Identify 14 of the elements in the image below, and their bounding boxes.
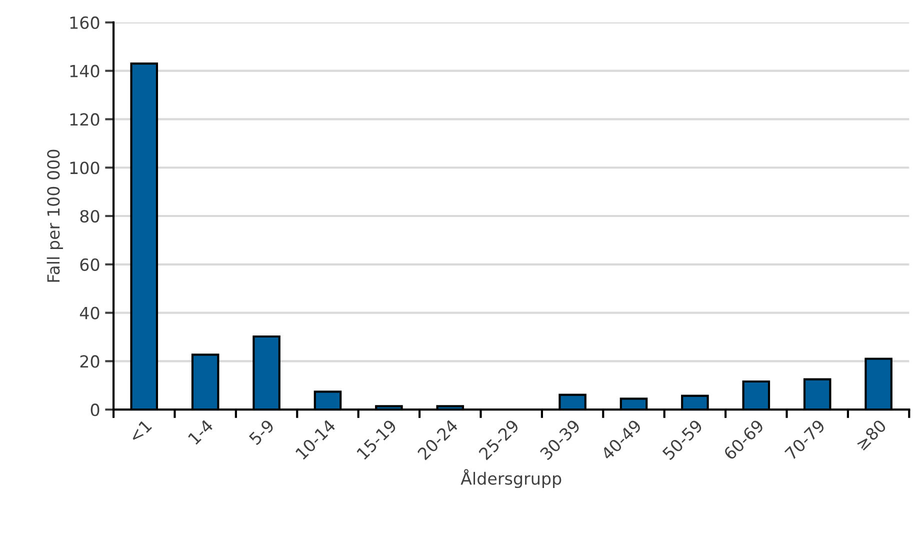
x-tick-label: <1 xyxy=(128,419,152,443)
y-tick-label: 60 xyxy=(80,258,100,271)
y-tick-label: 120 xyxy=(70,113,100,126)
y-tick-label: 40 xyxy=(80,306,100,320)
y-tick-label: 160 xyxy=(70,16,100,29)
x-tick-label: 1-4 xyxy=(188,418,214,445)
x-tick-label: 5-9 xyxy=(248,418,275,446)
y-tick-label: 140 xyxy=(70,64,100,78)
y-tick-label: 80 xyxy=(80,210,100,223)
y-tick-label: 100 xyxy=(70,162,100,174)
y-tick-label: 20 xyxy=(80,355,100,368)
y-axis-title: Fall per 100 000 xyxy=(46,150,63,282)
y-tick-label: 0 xyxy=(90,404,100,416)
x-axis-title: Åldersgrupp xyxy=(460,469,562,488)
